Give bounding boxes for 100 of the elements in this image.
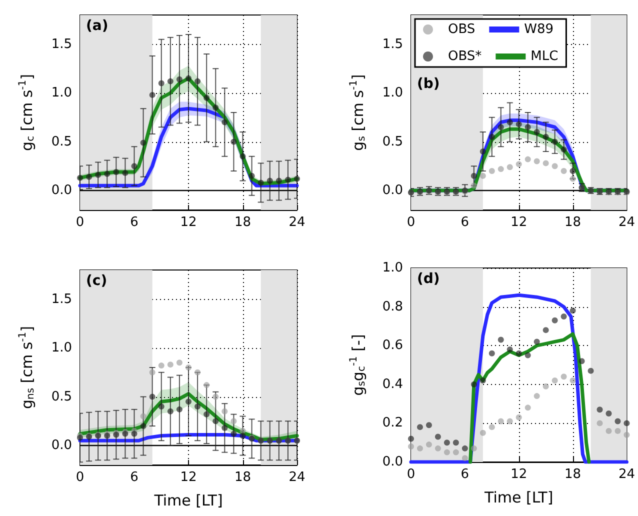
point <box>149 394 156 400</box>
legend-label: OBS <box>448 22 476 37</box>
point <box>140 413 146 420</box>
point <box>167 408 174 414</box>
point <box>230 418 237 424</box>
y-tick-label: 1.0 <box>51 340 72 356</box>
point <box>426 422 432 428</box>
y-axis-title: gs [cm s-1] <box>348 74 368 151</box>
point <box>552 317 558 324</box>
point <box>516 161 522 168</box>
point <box>578 358 585 364</box>
point <box>480 148 486 154</box>
point <box>506 119 513 126</box>
point <box>104 170 110 177</box>
point <box>498 336 504 343</box>
point <box>524 156 531 162</box>
x-tick-label: 12 <box>180 215 197 230</box>
point <box>498 166 504 172</box>
point <box>140 423 146 429</box>
point <box>248 172 255 179</box>
y-tick-label: 0.0 <box>51 183 72 198</box>
point <box>524 404 531 411</box>
point <box>624 420 630 426</box>
point <box>488 424 495 430</box>
x-tick-label: 6 <box>460 467 470 482</box>
point <box>131 430 138 437</box>
point <box>534 393 540 400</box>
y-tick-label: 1.0 <box>382 260 403 276</box>
y-tick-label: 1.5 <box>51 36 72 52</box>
point <box>570 378 576 384</box>
point <box>176 360 182 366</box>
point <box>596 420 603 426</box>
point <box>176 406 182 412</box>
point <box>606 428 612 434</box>
point <box>194 404 201 410</box>
point <box>212 104 219 111</box>
point <box>408 436 414 442</box>
point <box>416 424 423 430</box>
point <box>452 440 459 446</box>
point <box>230 430 237 437</box>
point <box>480 430 486 436</box>
y-tick-label: 1.0 <box>382 86 403 100</box>
x-tick-label: 12 <box>510 467 528 482</box>
point <box>284 176 291 183</box>
point <box>560 314 567 320</box>
annotation: (c) <box>86 273 108 289</box>
x-tick-label: 0 <box>76 215 84 230</box>
y-tick-label: 1.0 <box>51 86 72 100</box>
point <box>588 368 594 374</box>
point <box>506 164 513 170</box>
x-tick-label: 12 <box>510 215 528 230</box>
point <box>552 163 558 170</box>
point <box>552 138 558 145</box>
point <box>498 418 504 424</box>
y-tick-label: 0.5 <box>382 134 403 150</box>
x-tick-label: 18 <box>234 215 252 230</box>
point <box>596 406 603 413</box>
point <box>149 92 156 98</box>
x-tick-label: 0 <box>406 215 416 230</box>
y-tick-label: 0.2 <box>382 416 403 431</box>
point <box>470 445 477 452</box>
x-tick-label: 24 <box>288 215 306 230</box>
point <box>167 78 174 84</box>
point <box>506 346 513 352</box>
point <box>462 445 468 452</box>
point <box>480 378 486 384</box>
point <box>204 94 210 101</box>
point <box>470 172 477 179</box>
y-tick-label: 0.0 <box>382 454 403 470</box>
point <box>212 418 219 424</box>
point <box>240 153 246 160</box>
y-tick-label: 1.5 <box>382 36 403 52</box>
line-series <box>468 332 591 464</box>
point <box>113 168 120 175</box>
point <box>552 378 558 384</box>
point <box>488 168 495 174</box>
point <box>140 140 146 146</box>
x-tick-label: 0 <box>76 470 84 485</box>
point <box>258 180 264 186</box>
annotation: (b) <box>417 76 440 92</box>
y-axis-title: gns [cm s-1] <box>18 326 36 409</box>
point <box>416 445 423 452</box>
y-tick-label: 0.6 <box>382 338 403 354</box>
y-axis-title: gsgc-1 [-] <box>348 334 368 396</box>
point <box>434 445 441 452</box>
point <box>516 350 522 356</box>
point <box>95 172 102 178</box>
point <box>276 178 282 184</box>
point <box>614 418 621 424</box>
x-axis-title: Time [LT] <box>153 492 223 510</box>
point <box>77 174 83 181</box>
x-tick-label: 18 <box>234 470 252 485</box>
annotation: (d) <box>417 271 440 287</box>
point <box>294 176 300 182</box>
x-tick-label: 6 <box>130 215 138 230</box>
point <box>186 75 192 82</box>
point <box>222 424 228 431</box>
point <box>534 338 540 345</box>
point <box>534 129 540 135</box>
x-tick-label: 18 <box>564 215 582 230</box>
